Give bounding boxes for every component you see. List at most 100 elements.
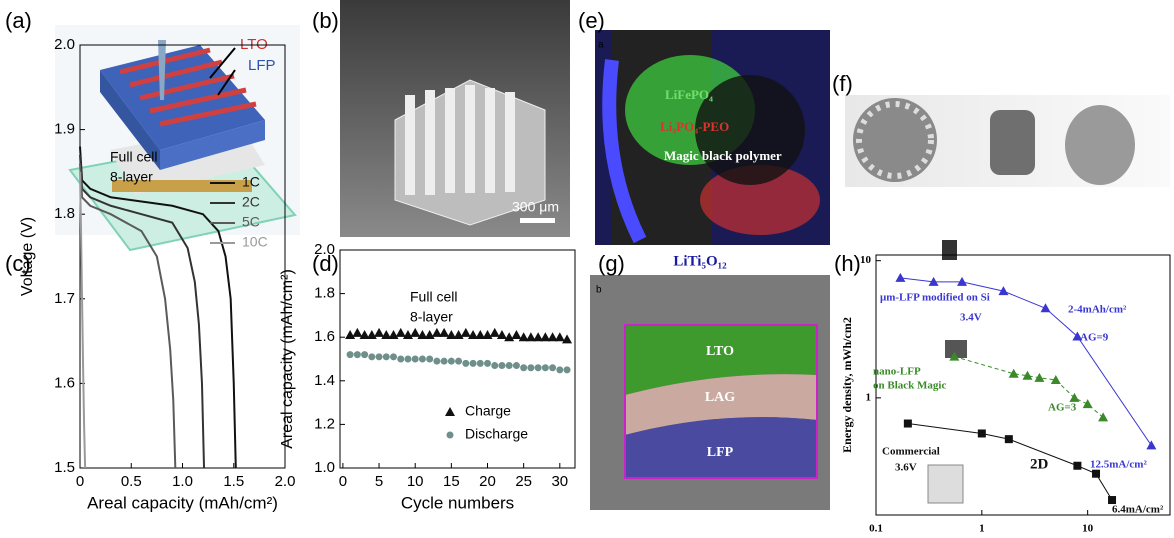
marker	[345, 330, 355, 339]
marker	[412, 356, 419, 363]
x-tick-label: 10	[1082, 523, 1094, 533]
x-tick-label: 1.5	[223, 473, 244, 490]
legend-label: 2C	[242, 194, 260, 210]
marker	[477, 360, 484, 367]
y-axis-label: Areal capacity (mAh/cm²)	[279, 269, 296, 449]
x-tick-label: 0	[76, 473, 84, 490]
marker	[361, 351, 368, 358]
marker	[562, 334, 572, 343]
marker	[461, 328, 471, 337]
marker	[1146, 440, 1156, 449]
marker	[347, 351, 354, 358]
marker	[352, 328, 362, 337]
marker	[555, 332, 565, 341]
marker	[448, 358, 455, 365]
marker	[439, 328, 449, 337]
marker	[564, 366, 571, 373]
legend-swatch	[447, 432, 454, 439]
marker	[462, 360, 469, 367]
series-line	[954, 357, 1103, 418]
panel-label: (b)	[312, 8, 339, 33]
marker	[556, 366, 563, 373]
marker	[389, 330, 399, 339]
marker	[354, 351, 361, 358]
annotation: Commercial	[882, 446, 940, 458]
marker	[383, 353, 390, 360]
legend-label: 10C	[242, 234, 268, 250]
marker	[490, 328, 500, 337]
x-tick-label: 20	[479, 473, 496, 490]
marker	[433, 358, 440, 365]
marker	[367, 330, 377, 339]
marker	[403, 330, 413, 339]
y-tick-label: 1.4	[314, 372, 335, 389]
x-tick-label: 5	[375, 473, 383, 490]
figure: (a)(b)(c)(d)(e)(f)(g)(h)LTOLFP300 μmaLiF…	[0, 0, 1174, 533]
y-tick-label: 1.2	[314, 415, 335, 432]
marker	[1098, 412, 1108, 421]
marker	[368, 353, 375, 360]
marker	[455, 358, 462, 365]
y-axis-label: Energy density, mWh/cm2	[840, 317, 854, 453]
marker	[419, 356, 426, 363]
marker	[527, 364, 534, 371]
marker	[404, 356, 411, 363]
x-axis-label: Cycle numbers	[401, 493, 514, 512]
panel-label: (g)	[598, 251, 625, 276]
image-label: LTO	[240, 36, 268, 53]
annotation: AG=3	[1048, 402, 1077, 414]
marker	[374, 328, 384, 337]
legend-swatch	[445, 407, 455, 416]
annotation: 8-layer	[410, 309, 453, 325]
y-tick-label: 1.6	[54, 374, 75, 391]
marker	[513, 362, 520, 369]
marker	[1083, 399, 1093, 408]
marker	[483, 330, 493, 339]
y-tick-label: 1.7	[54, 290, 75, 307]
panel-label: (h)	[834, 251, 861, 276]
annotation: 6.4mA/cm²	[1112, 504, 1164, 516]
marker	[410, 328, 420, 337]
panel-label: (a)	[5, 8, 32, 33]
marker	[1092, 470, 1100, 478]
image-label: Li₃PO₄-PEO	[660, 119, 729, 134]
x-tick-label: 1.0	[172, 473, 193, 490]
eds-map-e	[595, 30, 830, 245]
marker	[497, 330, 507, 339]
x-tick-label: 1	[979, 523, 985, 533]
photo-f	[845, 95, 1170, 187]
y-tick-label: 2.0	[314, 241, 335, 258]
marker	[498, 362, 505, 369]
annotation: μm-LFP modified on Si	[880, 292, 990, 304]
marker	[1005, 435, 1013, 443]
y-tick-label: 1.8	[314, 285, 335, 302]
annotation: 8-layer	[110, 169, 153, 185]
marker	[520, 364, 527, 371]
marker	[441, 358, 448, 365]
image-label: LFP	[707, 445, 734, 460]
marker	[470, 360, 477, 367]
legend-label: Charge	[465, 403, 511, 419]
marker	[491, 362, 498, 369]
corner-label: b	[596, 285, 602, 296]
marker	[542, 364, 549, 371]
legend-label: 1C	[242, 174, 260, 190]
y-tick-label: 1	[866, 391, 872, 403]
marker	[425, 330, 435, 339]
caption: LiTi₅O₁₂	[673, 253, 727, 269]
x-tick-label: 0.5	[121, 473, 142, 490]
marker	[506, 362, 513, 369]
y-tick-label: 2.0	[54, 36, 75, 53]
x-tick-label: 0	[339, 473, 347, 490]
annotation: AG=9	[1080, 332, 1109, 344]
annotation: on Black Magic	[873, 380, 946, 392]
x-tick-label: 2.0	[275, 473, 296, 490]
x-axis-label: Areal capacity (mAh/cm²)	[87, 493, 278, 512]
marker	[511, 330, 521, 339]
x-tick-label: 10	[407, 473, 424, 490]
y-axis-label: Voltage (V)	[19, 217, 36, 296]
x-tick-label: 30	[551, 473, 568, 490]
annotation: Full cell	[410, 289, 457, 305]
marker	[376, 353, 383, 360]
image-label: LAG	[705, 390, 735, 405]
